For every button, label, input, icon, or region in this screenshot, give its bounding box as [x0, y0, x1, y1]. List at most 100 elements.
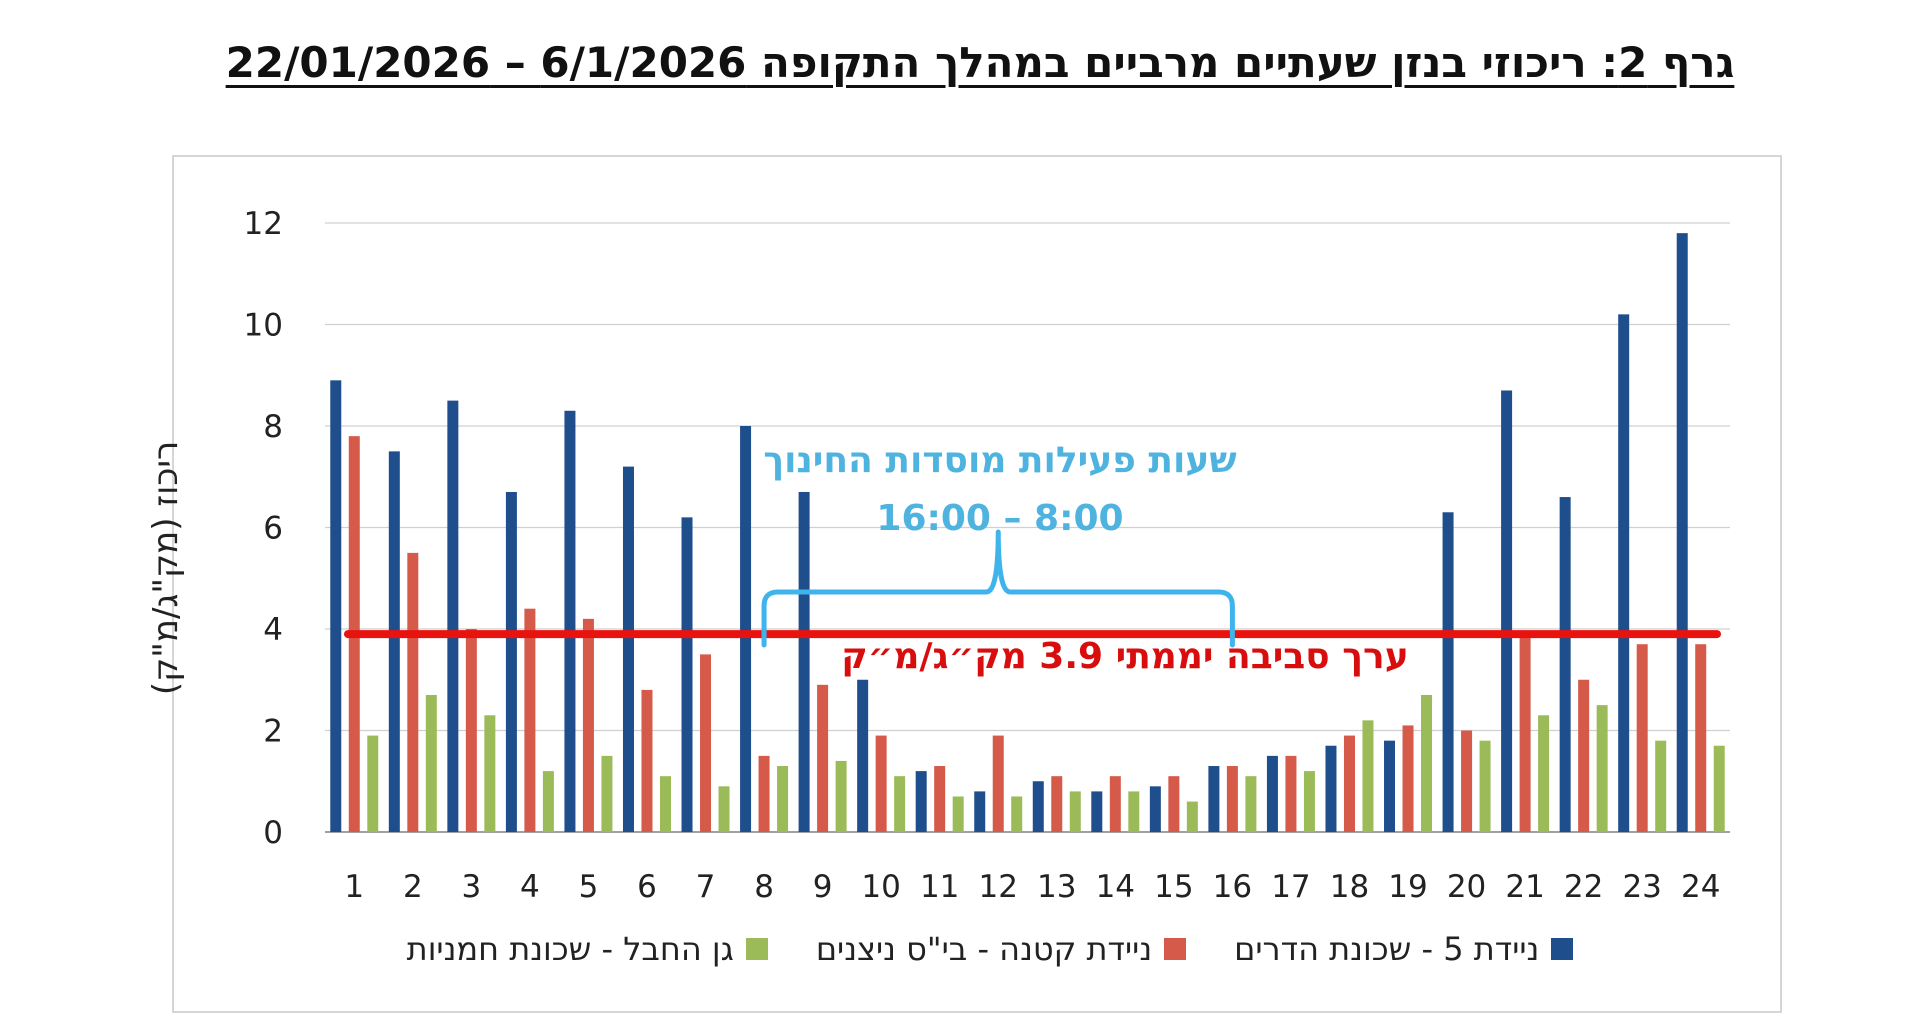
- x-tick-label: 7: [696, 869, 716, 905]
- bar-series-2: [1695, 644, 1707, 832]
- bar-series-2: [1168, 776, 1180, 832]
- legend-swatch-series-2: [1164, 938, 1187, 960]
- x-tick-label: 19: [1388, 869, 1427, 905]
- x-tick-label: 12: [979, 869, 1018, 905]
- legend-swatch-series-1: [1551, 938, 1574, 960]
- x-tick-label: 15: [1154, 869, 1193, 905]
- bar-series-3: [1245, 776, 1257, 832]
- bar-series-1: [798, 491, 810, 832]
- bar-series-1: [330, 380, 342, 832]
- bar-series-2: [758, 755, 770, 832]
- x-tick-label: 16: [1213, 869, 1252, 905]
- x-tick-label: 11: [920, 869, 959, 905]
- bar-series-1: [1032, 781, 1044, 832]
- bar-series-3: [1596, 705, 1608, 832]
- bar-series-2: [465, 629, 477, 832]
- y-tick-label: 0: [263, 815, 283, 851]
- legend-item-series-1: ניידת 5 - שכונת הדרים: [1234, 930, 1574, 968]
- bar-series-3: [1186, 801, 1198, 832]
- bar-series-2: [1519, 634, 1531, 832]
- bar-series-3: [659, 776, 671, 832]
- bar-series-2: [817, 684, 829, 832]
- chart-frame: [172, 155, 1782, 1013]
- bar-series-2: [1226, 766, 1238, 832]
- reference-value-annotation: ערך סביבה יממתי 3.9 מק״ג/מ״ק: [841, 636, 1409, 677]
- bar-series-1: [388, 451, 400, 832]
- chart-title: גרף 2: ריכוזי בנזן שעתיים מרביים במהלך ה…: [225, 38, 1735, 87]
- bar-series-3: [1069, 791, 1081, 832]
- bar-series-3: [1713, 745, 1725, 832]
- bar-series-1: [1676, 233, 1688, 832]
- bar-series-3: [367, 735, 379, 832]
- bar-series-3: [601, 755, 613, 832]
- x-tick-label: 6: [637, 869, 657, 905]
- legend-item-series-2: ניידת קטנה - בי"ס ניצנים: [816, 930, 1187, 968]
- x-tick-label: 1: [344, 869, 364, 905]
- x-tick-label: 8: [754, 869, 774, 905]
- bar-series-2: [1285, 755, 1297, 832]
- bar-series-3: [1538, 715, 1550, 832]
- y-tick-label: 6: [263, 511, 283, 547]
- x-tick-label: 24: [1681, 869, 1720, 905]
- bar-series-1: [681, 517, 693, 832]
- bar-series-1: [1325, 745, 1337, 832]
- education-hours-title: שעות פעילות מוסדות החינוך: [763, 440, 1237, 481]
- bar-series-1: [1442, 512, 1454, 832]
- education-hours-bracket: [761, 529, 1235, 648]
- x-tick-label: 2: [403, 869, 423, 905]
- legend-item-series-3: גן החבל - שכונת חמניות: [407, 930, 768, 968]
- legend-label-series-1: ניידת 5 - שכונת הדרים: [1234, 930, 1540, 968]
- bar-series-3: [1303, 771, 1315, 832]
- x-tick-label: 13: [1037, 869, 1076, 905]
- bar-series-1: [1501, 390, 1513, 832]
- bar-series-2: [875, 735, 887, 832]
- bar-series-1: [974, 791, 986, 832]
- y-tick-label: 12: [244, 206, 283, 242]
- bar-series-1: [1559, 497, 1571, 832]
- bar-series-2: [1343, 735, 1355, 832]
- bar-series-1: [857, 679, 869, 832]
- bar-series-2: [1636, 644, 1648, 832]
- education-hours-range: 16:00 – 8:00: [876, 498, 1124, 539]
- bar-series-2: [524, 608, 536, 832]
- bar-series-1: [1384, 740, 1396, 832]
- bar-series-3: [1128, 791, 1140, 832]
- x-tick-label: 10: [861, 869, 900, 905]
- bar-series-2: [641, 689, 653, 832]
- x-tick-label: 5: [579, 869, 599, 905]
- bar-series-3: [484, 715, 496, 832]
- bar-series-2: [992, 735, 1004, 832]
- x-tick-label: 18: [1330, 869, 1369, 905]
- x-tick-label: 23: [1622, 869, 1661, 905]
- legend: ניידת 5 - שכונת הדרים ניידת קטנה - בי"ס …: [300, 930, 1680, 968]
- x-tick-label: 22: [1564, 869, 1603, 905]
- bar-series-2: [1051, 776, 1063, 832]
- x-tick-label: 9: [813, 869, 833, 905]
- y-tick-label: 4: [263, 612, 283, 648]
- x-tick-label: 21: [1505, 869, 1544, 905]
- bar-series-1: [1266, 755, 1278, 832]
- bar-series-1: [915, 771, 927, 832]
- bar-series-3: [894, 776, 906, 832]
- y-tick-label: 10: [244, 308, 283, 344]
- bar-series-1: [1618, 314, 1630, 833]
- bar-series-3: [777, 766, 789, 832]
- bar-series-3: [1011, 796, 1023, 832]
- bar-series-2: [1402, 725, 1414, 832]
- x-tick-label: 17: [1271, 869, 1310, 905]
- x-tick-label: 20: [1447, 869, 1486, 905]
- bar-series-3: [1362, 720, 1374, 832]
- bar-series-1: [447, 400, 459, 832]
- bar-series-2: [407, 552, 419, 832]
- bar-series-2: [582, 618, 594, 832]
- bar-series-1: [564, 410, 576, 832]
- legend-label-series-3: גן החבל - שכונת חמניות: [406, 930, 734, 968]
- bar-series-2: [1109, 776, 1121, 832]
- bar-series-3: [952, 796, 964, 832]
- bar-series-2: [1578, 679, 1590, 832]
- y-axis-label: ריכוז (מק"ג/מ"ק): [146, 440, 186, 696]
- bar-series-2: [1461, 730, 1473, 832]
- bar-series-3: [425, 694, 437, 832]
- bar-series-3: [1479, 740, 1491, 832]
- x-tick-label: 14: [1096, 869, 1135, 905]
